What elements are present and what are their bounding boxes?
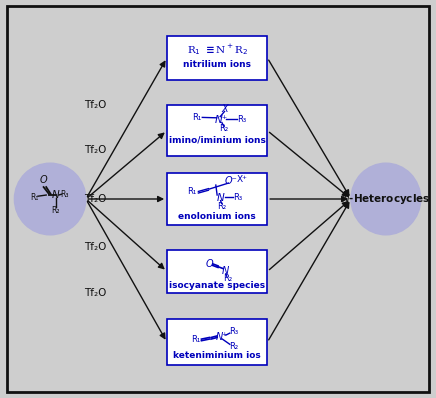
FancyBboxPatch shape <box>167 319 267 365</box>
Text: R$_1$ $\mathbf{\equiv}$N$^+$R$_2$: R$_1$ $\mathbf{\equiv}$N$^+$R$_2$ <box>187 42 248 57</box>
Text: R₂: R₂ <box>51 206 60 215</box>
Text: R₂: R₂ <box>229 342 238 351</box>
Text: R₁: R₁ <box>187 187 197 196</box>
Text: X⁺: X⁺ <box>237 176 247 184</box>
Text: R₂: R₂ <box>223 275 232 283</box>
Text: Tf₂O: Tf₂O <box>84 242 106 252</box>
Text: Tf₂O: Tf₂O <box>84 145 106 156</box>
Ellipse shape <box>14 163 86 235</box>
Text: O⁻: O⁻ <box>225 176 238 186</box>
Text: R₃: R₃ <box>238 115 246 124</box>
Text: R₁: R₁ <box>31 193 39 201</box>
FancyBboxPatch shape <box>167 250 267 293</box>
Text: X: X <box>221 104 228 114</box>
Text: imino/iminium ions: imino/iminium ions <box>169 136 266 144</box>
Text: N⁺: N⁺ <box>215 115 228 125</box>
Text: O: O <box>40 175 48 185</box>
Text: keteniminium ios: keteniminium ios <box>173 351 261 359</box>
Text: R₃: R₃ <box>60 190 69 199</box>
Text: Tf₂O: Tf₂O <box>84 288 106 298</box>
Ellipse shape <box>351 163 421 235</box>
Text: R₂: R₂ <box>219 125 228 133</box>
FancyBboxPatch shape <box>167 36 267 80</box>
Text: nitrilium ions: nitrilium ions <box>183 60 251 69</box>
Text: N: N <box>52 190 60 200</box>
FancyBboxPatch shape <box>167 105 267 156</box>
Text: R₃: R₃ <box>229 327 238 336</box>
Text: O: O <box>205 259 213 269</box>
Text: R₁: R₁ <box>192 113 202 122</box>
Text: Tf₂O: Tf₂O <box>84 194 106 204</box>
Text: isocyanate species: isocyanate species <box>169 281 265 290</box>
Text: $\it{N}$-Heterocycles: $\it{N}$-Heterocycles <box>341 192 430 206</box>
Text: N⁺: N⁺ <box>215 332 228 342</box>
Text: R₃: R₃ <box>234 193 242 201</box>
Text: Tf₂O: Tf₂O <box>84 100 106 111</box>
Text: R₁: R₁ <box>191 335 201 344</box>
FancyBboxPatch shape <box>167 173 267 225</box>
Text: N: N <box>222 266 229 277</box>
Text: enolonium ions: enolonium ions <box>178 212 256 221</box>
Text: R₂: R₂ <box>217 202 226 211</box>
Text: N: N <box>216 193 224 203</box>
